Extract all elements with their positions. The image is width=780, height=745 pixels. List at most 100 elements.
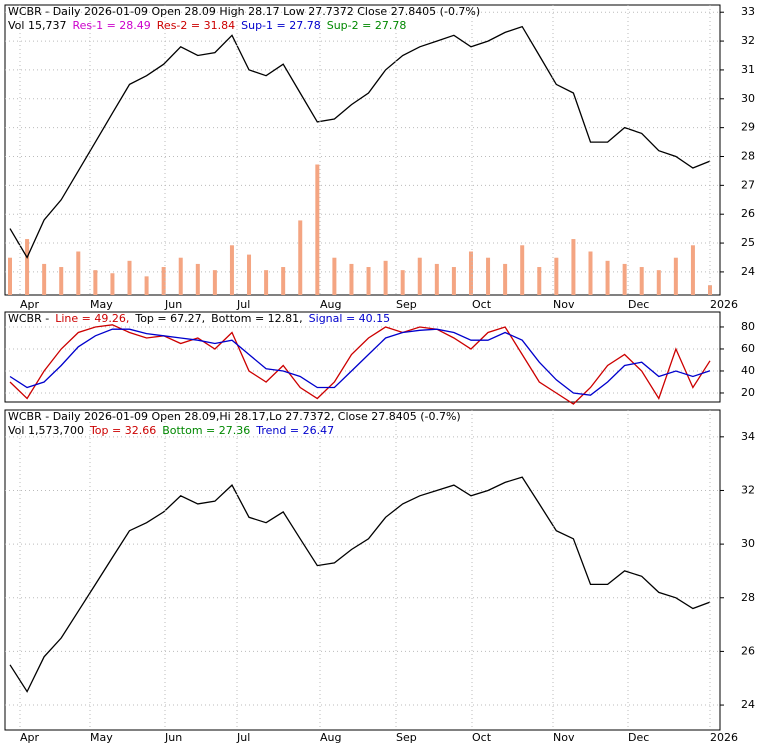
plot-area bbox=[4, 4, 721, 296]
header-item: Sup-2 = 27.78 bbox=[327, 19, 407, 32]
y-tick-label: 40 bbox=[741, 364, 755, 377]
header-item: WCBR - Daily 2026-01-09 Open 28.09,Hi 28… bbox=[8, 410, 461, 423]
plot-area bbox=[4, 409, 721, 731]
header: Vol 15,737 Res-1 = 28.49 Res-2 = 31.84 Sup-… bbox=[8, 19, 406, 32]
x-tick-label: May bbox=[90, 298, 113, 311]
y-tick-label: 28 bbox=[741, 591, 755, 604]
header-item: Signal = 40.15 bbox=[309, 312, 391, 325]
header-item: Top = 67.27, bbox=[134, 312, 205, 325]
volume-bar bbox=[93, 270, 98, 295]
x-tick-label: Dec bbox=[628, 731, 649, 744]
header-item: WCBR - Daily 2026-01-09 Open 28.09 High … bbox=[8, 5, 480, 18]
volume-bar bbox=[537, 267, 542, 295]
x-tick-label: Aug bbox=[320, 731, 341, 744]
volume-bar bbox=[178, 257, 183, 295]
header-item: Vol 1,573,700 bbox=[8, 424, 84, 437]
volume-bar bbox=[486, 257, 491, 295]
volume-bar bbox=[247, 254, 252, 295]
header: WCBR - Daily 2026-01-09 Open 28.09 High … bbox=[8, 5, 480, 18]
volume-bar bbox=[42, 263, 47, 295]
volume-bar bbox=[76, 251, 81, 295]
volume-bar bbox=[366, 267, 371, 295]
y-tick-label: 60 bbox=[741, 342, 755, 355]
volume-bar bbox=[195, 263, 200, 295]
x-tick-label: Nov bbox=[553, 298, 575, 311]
header-item: Res-1 = 28.49 bbox=[72, 19, 150, 32]
volume-bar bbox=[264, 270, 269, 295]
x-tick-label: Apr bbox=[20, 731, 40, 744]
volume-bar bbox=[144, 276, 149, 295]
volume-bar bbox=[229, 245, 234, 295]
volume-bar bbox=[451, 267, 456, 295]
x-tick-label: 2026 bbox=[710, 731, 738, 744]
y-tick-label: 25 bbox=[741, 236, 755, 249]
volume-bar bbox=[639, 267, 644, 295]
volume-bar bbox=[25, 239, 30, 295]
price-line bbox=[9, 328, 711, 396]
y-tick-label: 27 bbox=[741, 178, 755, 191]
volume-bar bbox=[656, 270, 661, 295]
header-item: Res-2 = 31.84 bbox=[157, 19, 235, 32]
plot-area bbox=[4, 311, 721, 403]
volume-bar bbox=[605, 260, 610, 295]
volume-bar bbox=[622, 263, 627, 295]
volume-bar bbox=[520, 245, 525, 295]
volume-bar bbox=[332, 257, 337, 295]
y-tick-label: 26 bbox=[741, 207, 755, 220]
volume-bar bbox=[161, 267, 166, 295]
volume-bar bbox=[503, 263, 508, 295]
price-line bbox=[9, 25, 711, 259]
price-line bbox=[9, 476, 711, 693]
y-tick-label: 32 bbox=[741, 34, 755, 47]
volume-bar bbox=[417, 257, 422, 295]
header: WCBR - Line = 49.26, Top = 67.27, Bottom = … bbox=[8, 312, 390, 325]
volume-bar bbox=[281, 267, 286, 295]
y-tick-label: 24 bbox=[741, 265, 755, 278]
y-tick-label: 32 bbox=[741, 483, 755, 496]
x-tick-label: Nov bbox=[553, 731, 575, 744]
volume-bar bbox=[212, 270, 217, 295]
volume-bar bbox=[8, 257, 12, 295]
volume-bar bbox=[690, 245, 695, 295]
volume-bar bbox=[554, 257, 559, 295]
y-tick-label: 28 bbox=[741, 149, 755, 162]
y-tick-label: 31 bbox=[741, 63, 755, 76]
y-tick-label: 26 bbox=[741, 644, 755, 657]
volume-bar bbox=[400, 270, 405, 295]
x-tick-label: Aug bbox=[320, 298, 341, 311]
x-tick-label: May bbox=[90, 731, 113, 744]
volume-bar bbox=[59, 267, 64, 295]
volume-bar bbox=[571, 239, 576, 295]
y-tick-label: 80 bbox=[741, 320, 755, 333]
header-item: Vol 15,737 bbox=[8, 19, 66, 32]
y-tick-label: 20 bbox=[741, 386, 755, 399]
header-item: WCBR - bbox=[8, 312, 49, 325]
x-tick-label: Oct bbox=[472, 731, 492, 744]
y-tick-label: 29 bbox=[741, 121, 755, 134]
volume-bar bbox=[673, 257, 678, 295]
header: WCBR - Daily 2026-01-09 Open 28.09,Hi 28… bbox=[8, 410, 461, 423]
x-tick-label: 2026 bbox=[710, 298, 738, 311]
price-line bbox=[9, 324, 711, 405]
volume-bar bbox=[110, 273, 115, 295]
x-tick-label: Apr bbox=[20, 298, 40, 311]
header-item: Sup-1 = 27.78 bbox=[241, 19, 321, 32]
y-tick-label: 33 bbox=[741, 5, 755, 18]
volume-bar bbox=[383, 260, 388, 295]
volume-bar bbox=[434, 263, 439, 295]
volume-bar bbox=[468, 251, 473, 295]
header: Vol 1,573,700 Top = 32.66 Bottom = 27.36 Tr… bbox=[8, 424, 334, 437]
y-tick-label: 30 bbox=[741, 537, 755, 550]
y-tick-label: 24 bbox=[741, 698, 755, 711]
volume-bar bbox=[349, 263, 354, 295]
header-item: Bottom = 27.36 bbox=[162, 424, 250, 437]
header-item: Trend = 26.47 bbox=[255, 424, 334, 437]
y-tick-label: 30 bbox=[741, 92, 755, 105]
x-tick-label: Dec bbox=[628, 298, 649, 311]
header-item: Bottom = 12.81, bbox=[211, 312, 303, 325]
x-tick-label: Jul bbox=[236, 731, 250, 744]
volume-bar bbox=[315, 164, 320, 295]
header-item: Top = 32.66 bbox=[89, 424, 156, 437]
